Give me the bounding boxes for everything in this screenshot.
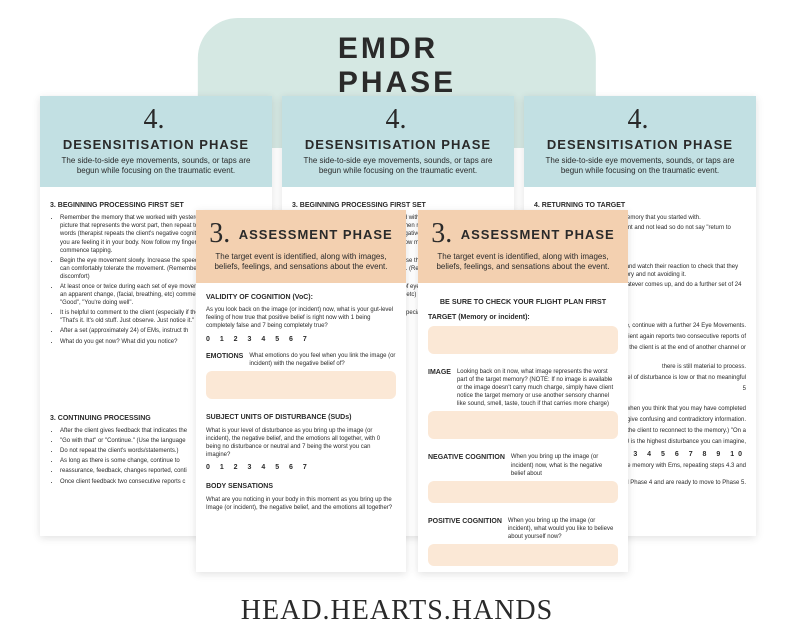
input-field[interactable] (428, 481, 618, 503)
check-notice: BE SURE TO CHECK YOUR FLIGHT PLAN FIRST (428, 297, 618, 307)
field-label: VALIDITY OF COGNITION (VoC): (206, 293, 396, 302)
field-description: As you look back on the image (or incide… (206, 306, 396, 330)
field-label: IMAGE (428, 368, 451, 408)
phase-subtitle: The target event is identified, along wi… (206, 252, 396, 273)
assessment-card-1: 3. ASSESSMENT PHASE The target event is … (196, 210, 406, 572)
card-header: 4. DESENSITISATION PHASE The side-to-sid… (524, 96, 756, 187)
phase-number: 3. (209, 218, 230, 250)
section-heading: 3. BEGINNING PROCESSING FIRST SET (50, 201, 262, 210)
input-field[interactable] (428, 411, 618, 439)
phase-number: 3. (431, 218, 452, 250)
section-heading: 3. BEGINNING PROCESSING FIRST SET (292, 201, 504, 210)
field-label: EMOTIONS (206, 352, 243, 368)
input-field[interactable] (428, 326, 618, 354)
field-label: TARGET (Memory or incident): (428, 313, 618, 322)
phase-title: ASSESSMENT PHASE (461, 227, 615, 242)
field-row: IMAGE Looking back on it now, what image… (428, 368, 618, 408)
field-row: POSITIVE COGNITION When you bring up the… (428, 517, 618, 541)
field-row: NEGATIVE COGNITION When you bring up the… (428, 453, 618, 477)
field-description: What emotions do you feel when you link … (249, 352, 396, 368)
phase-number: 4. (628, 104, 649, 136)
phase-subtitle: The target event is identified, along wi… (428, 252, 618, 273)
phase-title: DESENSITISATION PHASE (547, 137, 733, 152)
field-description: What is your level of disturbance as you… (206, 427, 396, 459)
phase-number: 4. (144, 104, 165, 136)
section-heading: 4. RETURNING TO TARGET (534, 201, 746, 210)
phase-subtitle: The side-to-side eye movements, sounds, … (292, 156, 504, 177)
input-field[interactable] (206, 371, 396, 399)
field-description: What are you noticing in your body in th… (206, 496, 396, 512)
card-header: 4. DESENSITISATION PHASE The side-to-sid… (40, 96, 272, 187)
card-body: BE SURE TO CHECK YOUR FLIGHT PLAN FIRST … (418, 283, 628, 572)
field-description: When you bring up the image (or incident… (511, 453, 618, 477)
field-label: POSITIVE COGNITION (428, 517, 502, 541)
phase-title: ASSESSMENT PHASE (239, 227, 393, 242)
field-row: EMOTIONS What emotions do you feel when … (206, 352, 396, 368)
field-description: Looking back on it now, what image repre… (457, 368, 618, 408)
card-header: 3. ASSESSMENT PHASE The target event is … (196, 210, 406, 283)
phase-number: 4. (386, 104, 407, 136)
card-header: 4. DESENSITISATION PHASE The side-to-sid… (282, 96, 514, 187)
field-label: SUBJECT UNITS OF DISTURBANCE (SUDs) (206, 413, 396, 422)
card-header: 3. ASSESSMENT PHASE The target event is … (418, 210, 628, 283)
scale-values: 0 1 2 3 4 5 6 7 (206, 463, 396, 472)
phase-subtitle: The side-to-side eye movements, sounds, … (534, 156, 746, 177)
field-label: NEGATIVE COGNITION (428, 453, 505, 477)
phase-title: DESENSITISATION PHASE (63, 137, 249, 152)
phase-title: DESENSITISATION PHASE (305, 137, 491, 152)
phase-subtitle: The side-to-side eye movements, sounds, … (50, 156, 262, 177)
field-label: BODY SENSATIONS (206, 482, 396, 491)
brand-footer: HEAD.HEARTS.HANDS (241, 595, 553, 627)
field-description: When you bring up the image (or incident… (508, 517, 618, 541)
assessment-card-2: 3. ASSESSMENT PHASE The target event is … (418, 210, 628, 572)
card-body: VALIDITY OF COGNITION (VoC): As you look… (196, 283, 406, 520)
scale-values: 0 1 2 3 4 5 6 7 (206, 335, 396, 344)
input-field[interactable] (428, 544, 618, 566)
